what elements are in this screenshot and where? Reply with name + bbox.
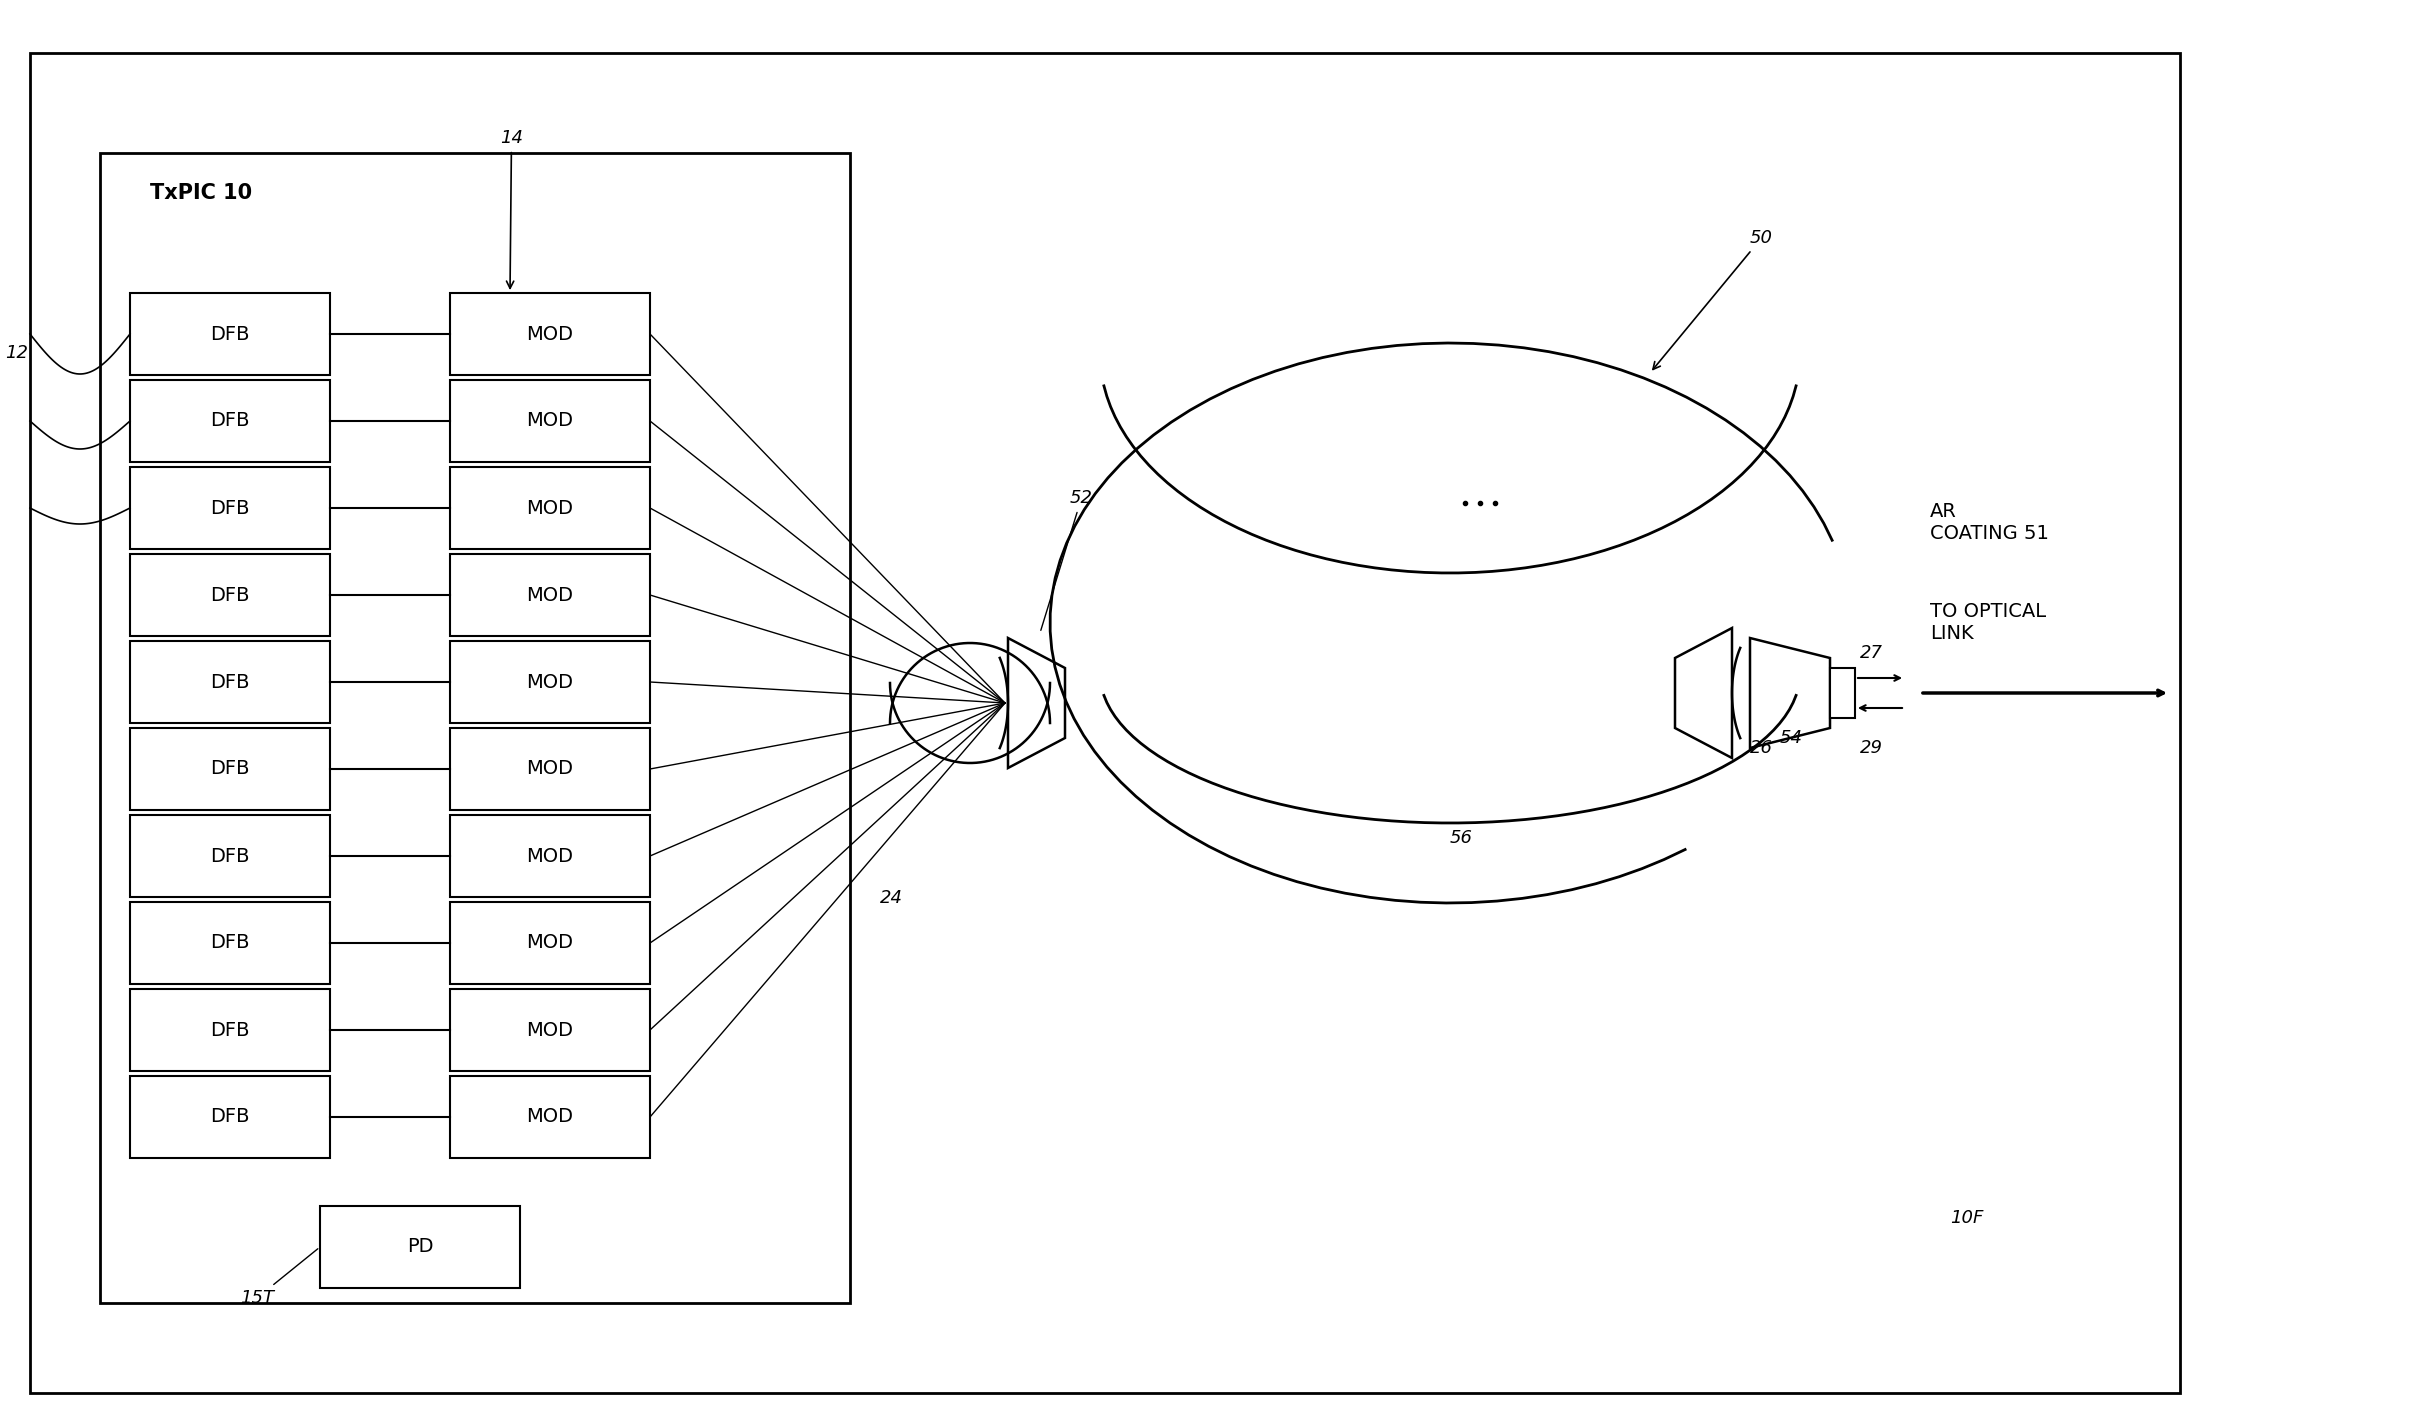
Text: TxPIC 10: TxPIC 10 (151, 184, 253, 203)
Bar (450, 554, 650, 636)
Text: MOD: MOD (526, 324, 574, 343)
Text: DFB: DFB (209, 1107, 251, 1127)
Text: 56: 56 (1451, 830, 1473, 847)
Text: DFB: DFB (209, 498, 251, 518)
Text: 15T: 15T (241, 1249, 319, 1306)
Bar (450, 815, 650, 896)
Text: MOD: MOD (526, 847, 574, 865)
Text: DFB: DFB (209, 1020, 251, 1039)
Bar (450, 467, 650, 549)
Text: 52: 52 (1042, 490, 1093, 630)
Bar (129, 640, 331, 723)
Bar (129, 989, 331, 1072)
Bar (129, 467, 331, 549)
Text: TO OPTICAL
LINK: TO OPTICAL LINK (1930, 602, 2047, 643)
Text: PD: PD (406, 1238, 433, 1257)
Text: MOD: MOD (526, 673, 574, 692)
Bar (450, 640, 650, 723)
Polygon shape (1750, 638, 1830, 748)
Text: 50: 50 (1653, 229, 1772, 370)
Bar (129, 729, 331, 810)
Text: 54: 54 (1779, 729, 1804, 747)
Text: DFB: DFB (209, 673, 251, 692)
Text: DFB: DFB (209, 585, 251, 605)
Text: 14: 14 (499, 129, 523, 289)
Bar (129, 293, 331, 376)
Text: MOD: MOD (526, 760, 574, 778)
Bar (450, 1076, 650, 1158)
Bar (450, 902, 650, 983)
Bar (129, 815, 331, 896)
Bar (129, 554, 331, 636)
Bar (1830, 667, 1855, 719)
Polygon shape (1675, 628, 1733, 758)
Text: MOD: MOD (526, 1107, 574, 1127)
Text: AR
COATING 51: AR COATING 51 (1930, 502, 2049, 544)
Bar (450, 380, 650, 462)
Bar (450, 293, 650, 376)
Text: DFB: DFB (209, 933, 251, 952)
Bar (450, 729, 650, 810)
Text: MOD: MOD (526, 498, 574, 518)
Bar (450, 989, 650, 1072)
Text: 27: 27 (1860, 645, 1884, 662)
Text: 24: 24 (881, 889, 903, 906)
Text: MOD: MOD (526, 933, 574, 952)
Text: 26: 26 (1750, 739, 1772, 757)
Bar (129, 380, 331, 462)
Text: DFB: DFB (209, 760, 251, 778)
Text: 29: 29 (1860, 739, 1884, 757)
Bar (129, 902, 331, 983)
Bar (129, 1076, 331, 1158)
Text: DFB: DFB (209, 847, 251, 865)
Bar (319, 1207, 521, 1288)
Text: DFB: DFB (209, 411, 251, 431)
Text: 10F: 10F (1950, 1210, 1984, 1227)
Text: MOD: MOD (526, 1020, 574, 1039)
Text: DFB: DFB (209, 324, 251, 343)
Polygon shape (1008, 638, 1066, 768)
Text: 12: 12 (5, 344, 29, 361)
Text: MOD: MOD (526, 585, 574, 605)
Text: MOD: MOD (526, 411, 574, 431)
